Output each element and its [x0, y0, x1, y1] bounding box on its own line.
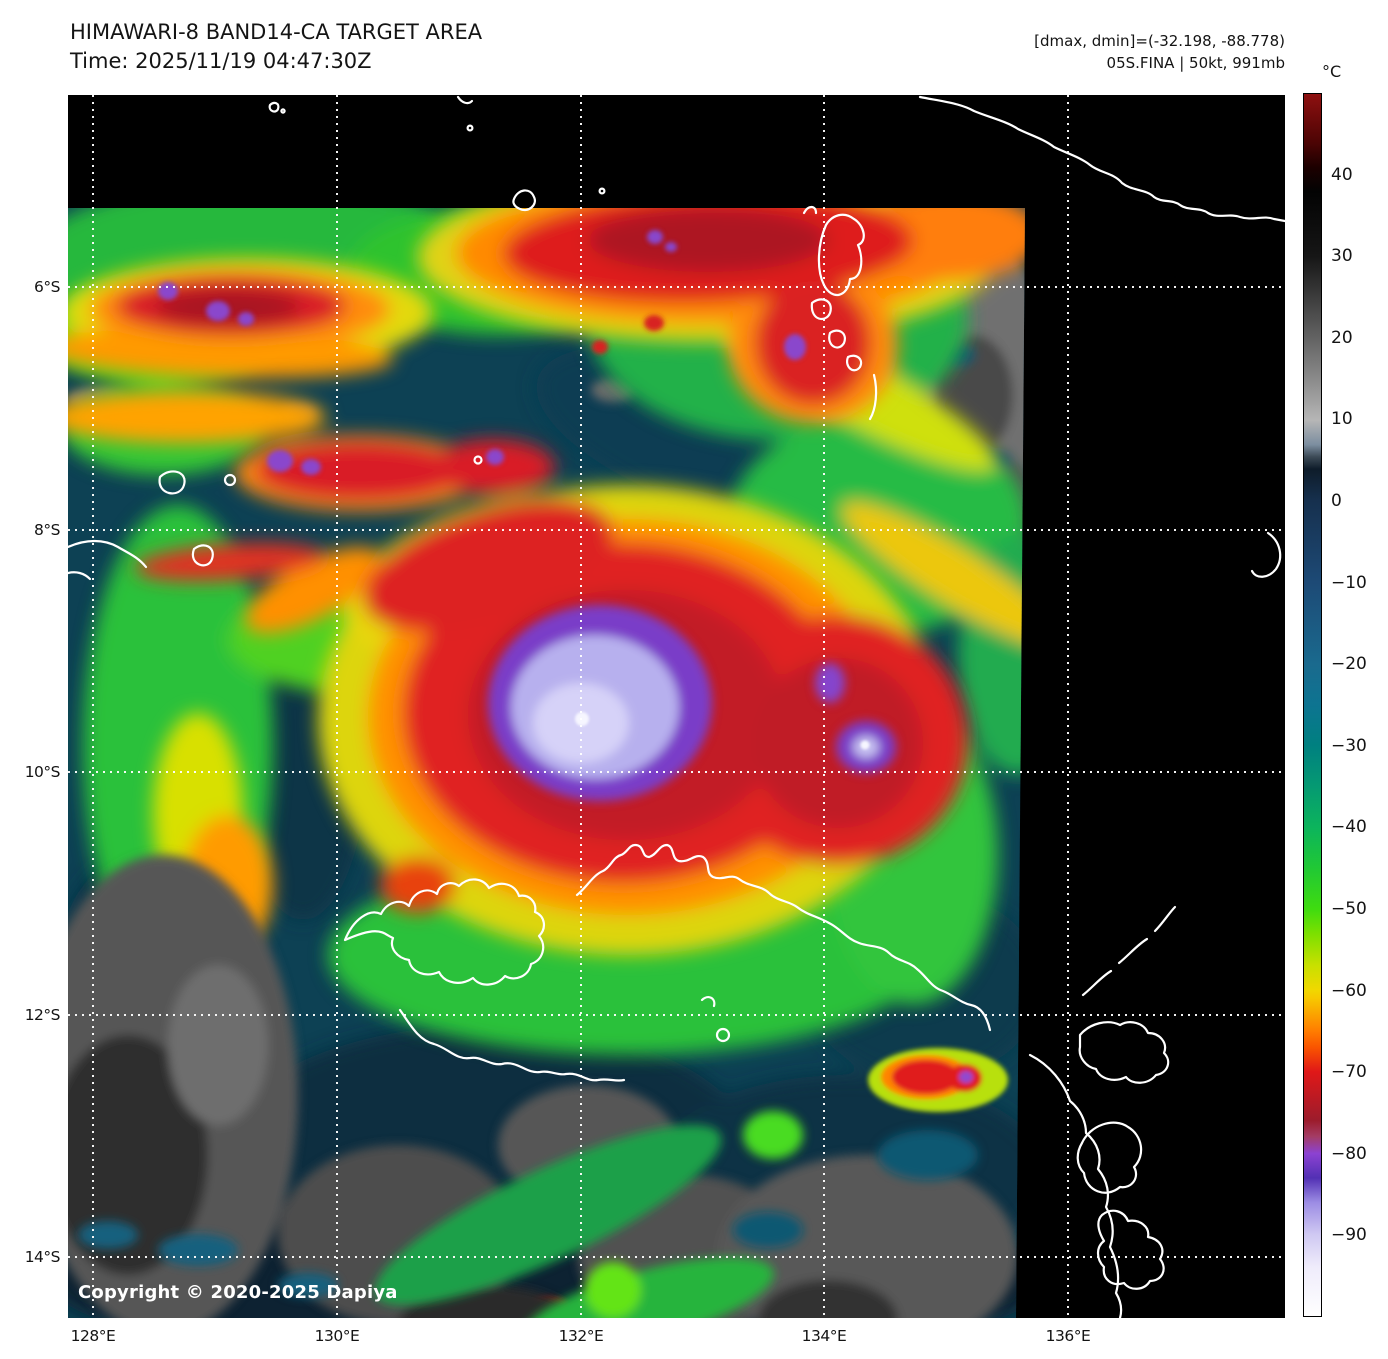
colorbar-tick: 20 — [1331, 328, 1353, 348]
storm-id-intensity: 05S.FINA | 50kt, 991mb — [1106, 54, 1285, 72]
header-title-block: HIMAWARI-8 BAND14-CA TARGET AREA Time: 2… — [70, 18, 482, 76]
coastline-overlay — [68, 95, 1285, 1318]
x-axis-label: 134°E — [801, 1327, 847, 1345]
x-axis-label: 136°E — [1045, 1327, 1091, 1345]
timestamp: Time: 2025/11/19 04:47:30Z — [70, 49, 372, 73]
dmax-dmin-readout: [dmax, dmin]=(-32.198, -88.778) — [1034, 32, 1285, 50]
colorbar-tick: −40 — [1331, 817, 1367, 837]
colorbar-unit-label: °C — [1322, 62, 1342, 81]
colorbar-tick: −10 — [1331, 573, 1367, 593]
y-axis-label: 6°S — [34, 278, 60, 296]
colorbar-tick: 30 — [1331, 246, 1353, 266]
copyright-watermark: Copyright © 2020-2025 Dapiya — [78, 1282, 398, 1303]
colorbar-tick: −90 — [1331, 1225, 1367, 1245]
colorbar-tick: −80 — [1331, 1144, 1367, 1164]
satellite-map-area: Copyright © 2020-2025 Dapiya — [68, 95, 1285, 1318]
header-annotation-block: [dmax, dmin]=(-32.198, -88.778) 05S.FINA… — [1034, 30, 1285, 74]
page-title: HIMAWARI-8 BAND14-CA TARGET AREA — [70, 20, 483, 44]
x-axis-label: 128°E — [70, 1327, 116, 1345]
temperature-colorbar — [1303, 93, 1322, 1317]
y-axis-label: 8°S — [34, 521, 60, 539]
colorbar-tick: 0 — [1331, 491, 1342, 511]
colorbar-tick: −50 — [1331, 899, 1367, 919]
colorbar-tick: −30 — [1331, 736, 1367, 756]
colorbar-tick: 10 — [1331, 409, 1353, 429]
satellite-ir-image — [68, 95, 1285, 1318]
y-axis-label: 10°S — [24, 763, 61, 781]
latlon-grid — [68, 95, 1285, 1318]
colorbar-tick: −70 — [1331, 1062, 1367, 1082]
ir-data-swath — [68, 208, 1025, 1318]
colorbar-tick: −60 — [1331, 981, 1367, 1001]
x-axis-label: 132°E — [558, 1327, 604, 1345]
y-axis-label: 12°S — [24, 1006, 61, 1024]
colorbar-tick: −20 — [1331, 654, 1367, 674]
colorbar-tick: 40 — [1331, 165, 1353, 185]
x-axis-label: 130°E — [314, 1327, 360, 1345]
y-axis-label: 14°S — [24, 1248, 61, 1266]
